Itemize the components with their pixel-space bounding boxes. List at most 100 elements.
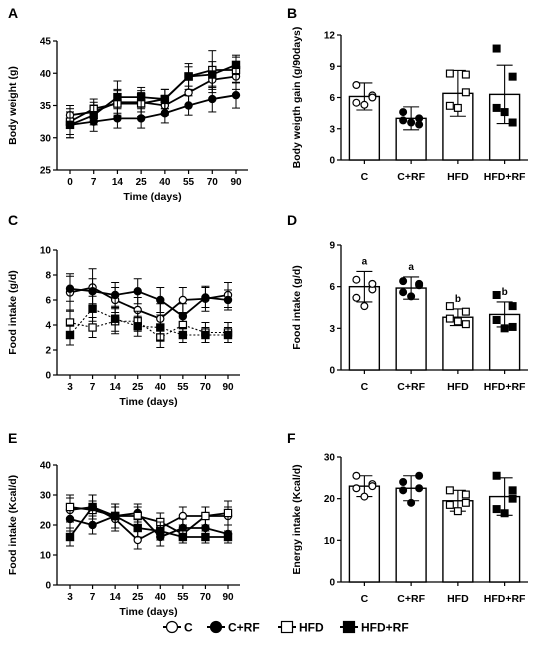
legend: C C+RF HFD HFD+RF (163, 621, 409, 635)
data-point (508, 494, 517, 503)
y-tick-label: 35 (40, 101, 52, 112)
data-point (223, 532, 233, 542)
y-tick-label: 20 (324, 494, 336, 505)
data-point (208, 94, 217, 104)
data-point (445, 500, 454, 509)
data-point (178, 532, 188, 542)
y-tick-label: 40 (40, 461, 52, 472)
data-point (184, 88, 193, 97)
data-point (208, 70, 217, 79)
y-tick-label: 6 (329, 93, 335, 104)
bar-group (395, 471, 427, 583)
data-point (492, 291, 501, 300)
panel-label: E (8, 430, 17, 446)
y-tick-label: 6 (45, 296, 51, 307)
data-point (492, 505, 501, 514)
data-point (445, 302, 454, 311)
panel-d: D 0 3 6 9 Food intake (g/d) C C+RF HFD HFD+RF a a b b (287, 212, 528, 393)
data-point (407, 118, 416, 127)
data-point (461, 490, 470, 499)
x-tick-label: 55 (177, 382, 189, 393)
y-tick-label: 20 (40, 521, 52, 532)
y-tick-label: 2 (45, 346, 51, 357)
data-point (110, 314, 120, 323)
data-point (88, 520, 97, 530)
data-point (492, 316, 501, 325)
series-hfd-rf (65, 295, 233, 346)
data-point (352, 275, 361, 284)
bar-group: b (442, 294, 474, 371)
data-point (453, 103, 462, 112)
legend-marker (342, 620, 356, 634)
bar-group (442, 486, 474, 583)
data-point (201, 293, 210, 302)
data-point (461, 498, 470, 507)
data-point (88, 304, 97, 313)
data-point (136, 92, 146, 102)
data-point (65, 502, 75, 512)
data-point (399, 108, 408, 117)
y-tick-label: 30 (40, 133, 52, 144)
data-point (500, 509, 509, 518)
panel-label: F (287, 430, 296, 446)
bar (395, 287, 427, 371)
y-tick-label: 0 (45, 371, 51, 382)
data-point (184, 72, 193, 81)
y-axis-title: Body weight (g) (7, 66, 19, 145)
y-tick-label: 30 (324, 453, 336, 464)
data-point (445, 69, 454, 78)
x-tick-label: 14 (110, 382, 122, 393)
data-point (461, 70, 470, 79)
y-tick-label: 0 (329, 578, 335, 589)
legend-label: C (184, 621, 193, 635)
data-point (352, 98, 361, 107)
data-point (508, 302, 517, 311)
x-tick-label: C+RF (397, 381, 425, 393)
data-point (399, 486, 408, 495)
panel-label: C (8, 212, 18, 228)
data-point (508, 486, 517, 495)
y-tick-label: 3 (329, 324, 335, 335)
data-point (352, 80, 361, 89)
data-point (110, 290, 120, 300)
y-axis-title: Body weigth gain (g/90days) (291, 27, 303, 169)
x-tick-label: C (361, 381, 369, 393)
x-tick-label: HFD+RF (484, 593, 526, 605)
data-point (156, 295, 165, 305)
data-point (461, 88, 470, 97)
data-point (352, 471, 361, 480)
y-tick-label: 0 (45, 581, 51, 592)
data-point (368, 279, 377, 288)
data-point (368, 93, 377, 102)
panel-label: D (287, 212, 297, 228)
y-axis-title: Energy intake (Kcal/d) (291, 464, 303, 574)
panel-a: A 25 30 35 40 45 Body weight (g) 0 7 14 25 40 55 70 90… (7, 5, 248, 203)
data-point (231, 90, 241, 100)
panel-label: A (8, 5, 18, 21)
data-point (133, 523, 142, 533)
data-point (399, 288, 408, 297)
panel-e: E 0 10 20 30 40 Food intake (Kcal/d) 3 7 14 25 40 55… (7, 430, 240, 618)
panel-c: C 0 2 4 6 8 10 Food intake (g/d) 3 7 14 25 40 55 70 90 T… (7, 212, 240, 408)
x-tick-label: 55 (177, 592, 189, 603)
data-point (415, 281, 424, 290)
bar-group (348, 471, 381, 583)
data-point (445, 101, 454, 110)
x-tick-label: 40 (155, 592, 167, 603)
bar-group (488, 471, 521, 583)
data-point (133, 287, 142, 296)
bar-group (348, 80, 381, 161)
data-point (508, 72, 517, 81)
data-point (88, 287, 97, 296)
legend-marker (280, 620, 294, 634)
data-point (160, 94, 170, 104)
data-point (445, 486, 454, 495)
y-axis-title: Food intake (Kcal/d) (7, 475, 19, 575)
y-tick-label: 10 (324, 536, 336, 547)
x-axis-title: Time (days) (119, 606, 177, 618)
legend-item: HFD (278, 621, 324, 635)
x-tick-label: 90 (222, 382, 234, 393)
data-point (461, 307, 470, 316)
x-tick-label: 90 (230, 177, 242, 188)
